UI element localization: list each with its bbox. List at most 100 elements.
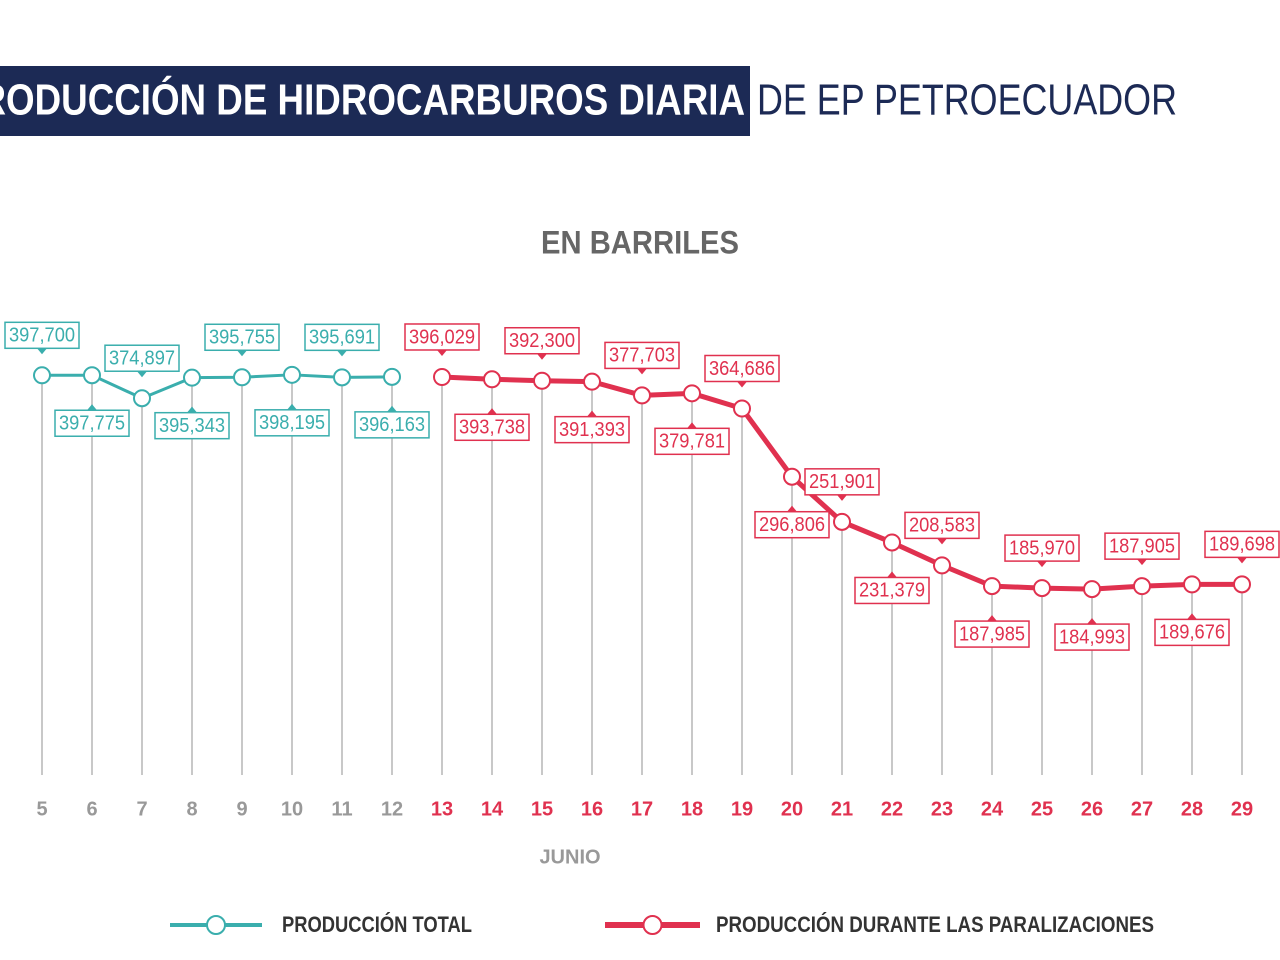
value-label: 187,905 bbox=[1109, 535, 1175, 557]
value-label: 395,691 bbox=[309, 327, 375, 349]
point bbox=[1033, 579, 1051, 598]
x-tick-label: 17 bbox=[631, 798, 653, 820]
value-label-pointer bbox=[87, 404, 97, 411]
value-label-pointer bbox=[287, 403, 297, 410]
value-label-box bbox=[754, 510, 830, 539]
x-tick-label: 23 bbox=[931, 798, 953, 820]
value-label-box bbox=[1104, 532, 1180, 560]
value-label-box bbox=[554, 415, 630, 444]
point bbox=[733, 399, 751, 418]
value-label-pointer bbox=[1087, 618, 1097, 625]
value-label-pointer bbox=[1237, 557, 1247, 564]
value-label-pointer bbox=[437, 349, 447, 356]
value-label: 374,897 bbox=[109, 348, 175, 370]
point bbox=[433, 367, 451, 386]
value-label: 189,698 bbox=[1209, 534, 1275, 556]
value-label-box bbox=[4, 321, 80, 350]
value-label-pointer bbox=[887, 571, 897, 578]
point bbox=[883, 533, 901, 552]
x-tick-label: 26 bbox=[1081, 798, 1103, 820]
value-label: 231,379 bbox=[859, 580, 925, 602]
x-tick-label: 7 bbox=[136, 798, 147, 820]
points: 397,700 397,775 374,897 395,343 395,755 398,1… bbox=[4, 321, 1280, 651]
point bbox=[383, 367, 401, 386]
point bbox=[1233, 575, 1251, 594]
x-tick-label: 11 bbox=[331, 798, 352, 820]
chart-title-suffix: DE EP PETROECUADOR bbox=[757, 76, 1177, 125]
x-tick-label: 22 bbox=[881, 798, 903, 820]
value-label-pointer bbox=[1137, 559, 1147, 566]
value-label: 391,393 bbox=[559, 419, 625, 441]
x-tick-label: 19 bbox=[731, 798, 753, 820]
value-label-pointer bbox=[337, 350, 347, 357]
point bbox=[533, 371, 551, 390]
point bbox=[933, 556, 951, 575]
value-label-box bbox=[1204, 530, 1280, 559]
value-label-box bbox=[954, 620, 1030, 648]
value-label: 395,343 bbox=[159, 415, 225, 437]
value-label-box bbox=[154, 411, 230, 440]
value-label-pointer bbox=[137, 371, 147, 378]
value-label: 251,901 bbox=[809, 471, 875, 493]
point bbox=[833, 512, 851, 531]
value-label-pointer bbox=[537, 353, 547, 360]
value-label-pointer bbox=[787, 505, 797, 512]
x-tick-label: 24 bbox=[981, 798, 1004, 820]
value-label-pointer bbox=[737, 381, 747, 388]
value-label: 189,676 bbox=[1159, 622, 1225, 644]
point bbox=[33, 366, 51, 385]
point bbox=[233, 368, 251, 387]
x-tick-label: 15 bbox=[531, 798, 553, 820]
value-label-pointer bbox=[187, 406, 197, 413]
value-label: 364,686 bbox=[709, 358, 775, 380]
value-label-pointer bbox=[387, 405, 397, 412]
x-tick-label: 13 bbox=[431, 798, 453, 820]
legend-marker bbox=[206, 915, 226, 935]
legend-label: PRODUCCIÓN DURANTE LAS PARALIZACIONES bbox=[716, 912, 1154, 937]
value-label-pointer bbox=[937, 538, 947, 545]
value-label: 397,700 bbox=[9, 325, 75, 347]
value-label-box bbox=[854, 576, 930, 605]
value-label-box bbox=[904, 511, 980, 540]
title-box bbox=[0, 66, 750, 136]
value-label: 398,195 bbox=[259, 412, 325, 434]
value-label-box bbox=[704, 354, 780, 383]
value-label: 184,993 bbox=[1059, 626, 1125, 648]
point bbox=[783, 467, 801, 486]
point bbox=[183, 368, 201, 387]
point bbox=[633, 386, 651, 405]
x-tick-label: 14 bbox=[481, 798, 504, 820]
chart-title: PRODUCCIÓN DE HIDROCARBUROS DIARIA bbox=[0, 75, 745, 125]
value-label-pointer bbox=[1037, 561, 1047, 568]
legend: PRODUCCIÓN TOTAL PRODUCCIÓN DURANTE LAS P… bbox=[170, 912, 1154, 937]
point bbox=[683, 384, 701, 403]
value-label: 187,985 bbox=[959, 623, 1025, 645]
x-tick-label: 10 bbox=[281, 798, 303, 820]
point bbox=[1183, 575, 1201, 594]
point bbox=[983, 577, 1001, 596]
value-label-pointer bbox=[637, 368, 647, 375]
value-label: 208,583 bbox=[909, 515, 975, 537]
value-label-pointer bbox=[237, 350, 247, 357]
value-label: 377,703 bbox=[609, 345, 675, 367]
value-label: 185,970 bbox=[1009, 537, 1075, 559]
value-label-pointer bbox=[587, 410, 597, 417]
point bbox=[583, 372, 601, 391]
value-label-box bbox=[1004, 534, 1080, 562]
value-label: 379,781 bbox=[659, 431, 725, 453]
value-label-pointer bbox=[837, 494, 847, 501]
chart-subtitle: EN BARRILES bbox=[541, 224, 739, 260]
point bbox=[483, 370, 501, 389]
value-label: 296,806 bbox=[759, 514, 825, 536]
value-label-box bbox=[104, 344, 180, 372]
value-label: 393,738 bbox=[459, 417, 525, 439]
x-axis-label: JUNIO bbox=[539, 846, 600, 868]
value-label-box bbox=[304, 323, 380, 352]
point bbox=[133, 389, 151, 408]
x-tick-label: 8 bbox=[186, 798, 197, 820]
legend-label: PRODUCCIÓN TOTAL bbox=[282, 912, 472, 937]
x-tick-label: 29 bbox=[1231, 798, 1253, 820]
x-tick-label: 18 bbox=[681, 798, 703, 820]
point bbox=[1133, 577, 1151, 596]
